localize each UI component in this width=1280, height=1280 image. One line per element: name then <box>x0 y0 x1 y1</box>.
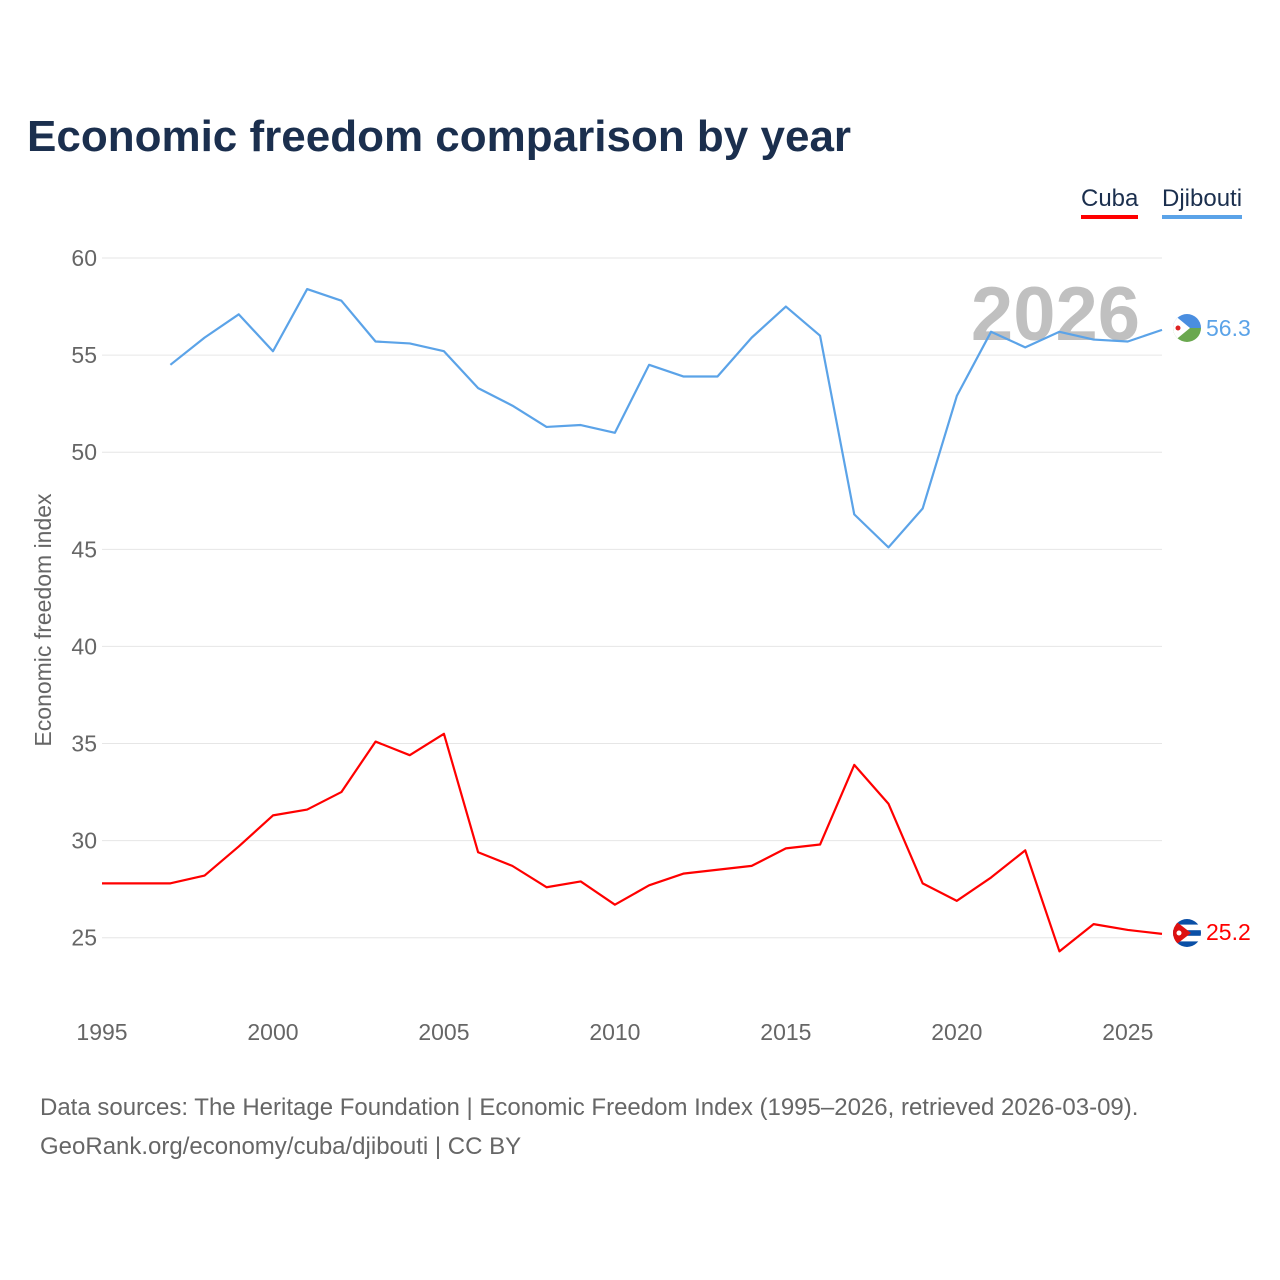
source-note: Data sources: The Heritage Foundation | … <box>40 1088 1138 1166</box>
chart-title: Economic freedom comparison by year <box>27 112 852 161</box>
x-tick-label: 2000 <box>247 1019 298 1045</box>
x-tick-label: 2025 <box>1102 1019 1153 1045</box>
y-tick-label: 25 <box>71 925 97 951</box>
x-tick-label: 1995 <box>76 1019 127 1045</box>
x-tick-label: 2015 <box>760 1019 811 1045</box>
y-axis-label: Economic freedom index <box>30 493 56 747</box>
cuba-flag-icon <box>1173 919 1201 947</box>
y-tick-label: 55 <box>71 342 97 368</box>
djibouti-end-label: 56.3 <box>1206 315 1251 341</box>
series-line-cuba[interactable] <box>102 732 1163 953</box>
source-line-2[interactable]: GeoRank.org/economy/cuba/djibouti | CC B… <box>40 1133 522 1160</box>
source-line-1: Data sources: The Heritage Foundation | … <box>40 1094 1139 1121</box>
y-tick-label: 60 <box>71 245 97 271</box>
x-tick-label: 2020 <box>931 1019 982 1045</box>
y-tick-label: 30 <box>71 828 97 854</box>
x-tick-label: 2010 <box>589 1019 640 1045</box>
y-tick-label: 40 <box>71 633 97 659</box>
y-tick-label: 50 <box>71 439 97 465</box>
cuba-end-label: 25.2 <box>1206 919 1251 945</box>
x-tick-label: 2005 <box>418 1019 469 1045</box>
y-tick-label: 35 <box>71 731 97 757</box>
series-line-djibouti[interactable] <box>169 287 1163 549</box>
legend-djibouti[interactable]: Djibouti <box>1162 185 1243 219</box>
djibouti-flag-icon <box>1173 314 1201 342</box>
legend-cuba[interactable]: Cuba <box>1081 185 1139 219</box>
y-tick-label: 45 <box>71 536 97 562</box>
year-watermark: 2026 <box>971 272 1140 357</box>
